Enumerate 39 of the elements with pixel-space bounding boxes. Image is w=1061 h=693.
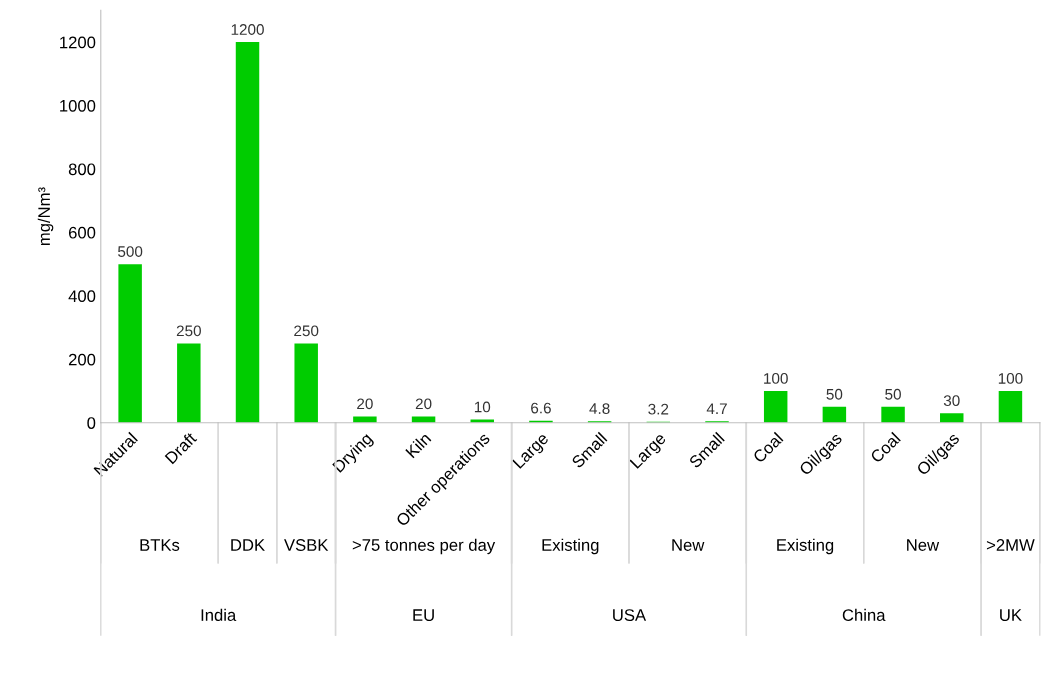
y-tick-label: 0 — [87, 417, 96, 429]
text: New — [907, 539, 940, 551]
text: New — [672, 539, 705, 551]
data-label: 30 — [943, 395, 960, 407]
y-tick-label: 1200 — [60, 36, 96, 49]
text: USA — [613, 609, 647, 621]
data-label: 20 — [357, 398, 373, 410]
text: >2MW — [986, 539, 1035, 551]
y-tick-label: 800 — [68, 163, 96, 176]
text: Existing — [777, 538, 834, 555]
data-label: 3.2 — [648, 403, 669, 415]
data-label: 250 — [294, 325, 319, 337]
data-label: 100 — [998, 373, 1023, 384]
text: India — [201, 608, 237, 621]
text: BTKs — [140, 539, 180, 551]
x-tick-label: Kiln — [404, 431, 432, 459]
data-label: 50 — [885, 388, 901, 400]
text: DDK — [231, 539, 265, 551]
text: China — [842, 608, 886, 621]
data-label: 20 — [415, 398, 432, 410]
data-label: 4.8 — [589, 403, 610, 415]
data-label: 50 — [826, 388, 843, 400]
text: VSBK — [284, 539, 329, 551]
y-tick-label: 200 — [68, 353, 96, 366]
text: EU — [413, 609, 434, 621]
data-label: 10 — [474, 401, 491, 413]
y-axis-title: mg/Nm³ — [37, 187, 54, 246]
data-label: 100 — [764, 373, 788, 384]
data-label: 6.6 — [531, 402, 551, 414]
y-tick-label: 600 — [68, 226, 96, 239]
data-label: 250 — [176, 325, 201, 337]
data-label: 4.7 — [706, 403, 727, 414]
text: >75 tonnes per day — [352, 538, 496, 555]
y-tick-label: 1000 — [60, 99, 96, 112]
text: Existing — [542, 538, 599, 555]
text: UK — [1000, 609, 1022, 621]
y-tick-label: 400 — [68, 290, 96, 303]
data-label: 1200 — [231, 24, 264, 35]
data-label: 500 — [118, 246, 143, 257]
